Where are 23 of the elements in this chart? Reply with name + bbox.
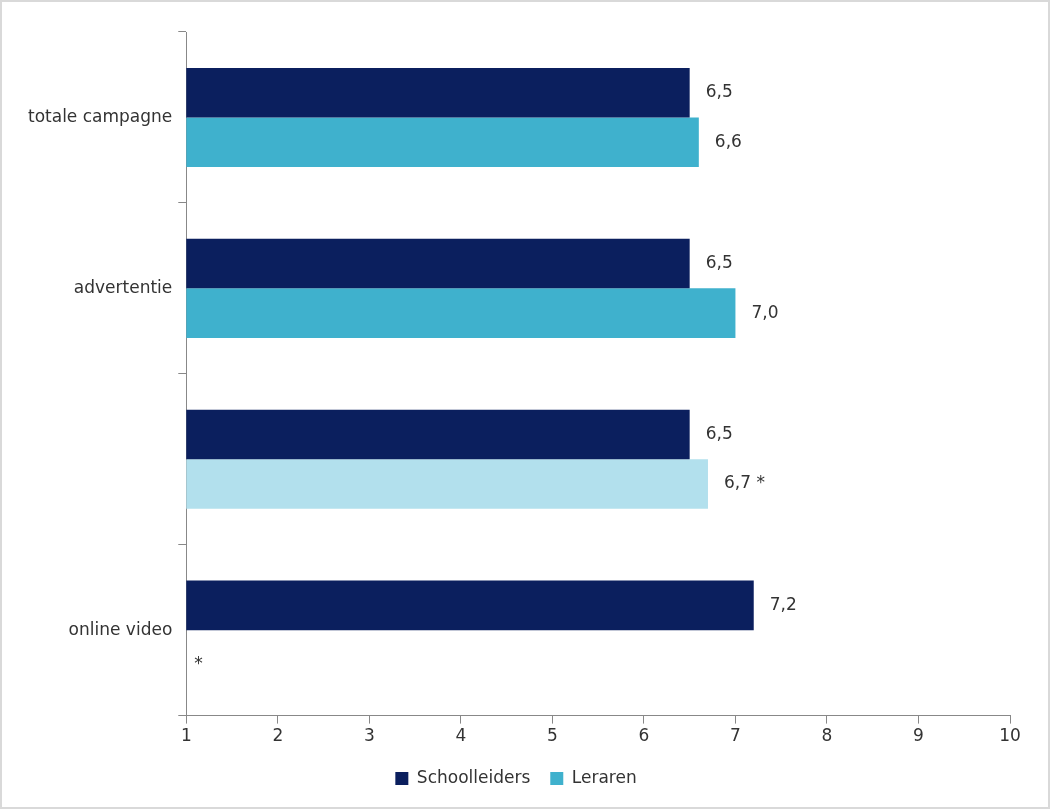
legend-label: Leraren (571, 766, 637, 787)
x-tick-label: 8 (821, 725, 833, 746)
x-tick-label: 10 (999, 725, 1021, 746)
x-tick-label: 5 (546, 725, 558, 746)
y-tick-label: advertentie (73, 276, 173, 297)
x-tick-label: 6 (638, 725, 650, 746)
data-label: 6,5 (705, 251, 733, 272)
x-tick-label: 2 (272, 725, 284, 746)
y-tick-label: totale campagne (28, 105, 173, 126)
x-tick-label: 3 (363, 725, 375, 746)
x-tick-label: 9 (913, 725, 924, 746)
x-tick-label: 4 (455, 725, 467, 746)
x-tick-label: 7 (730, 725, 741, 746)
data-label: 7,2 (769, 593, 797, 614)
data-label: 6,7 * (723, 472, 765, 493)
text: * (194, 653, 203, 674)
data-label: 6,6 (714, 130, 742, 151)
data-label: 6,5 (705, 422, 733, 443)
legend-label: Schoolleiders (416, 766, 531, 787)
y-tick-label: online video (68, 618, 173, 639)
x-tick-label: 1 (180, 725, 192, 746)
data-label: 6,5 (705, 81, 733, 102)
data-label: 7,0 (751, 301, 779, 322)
